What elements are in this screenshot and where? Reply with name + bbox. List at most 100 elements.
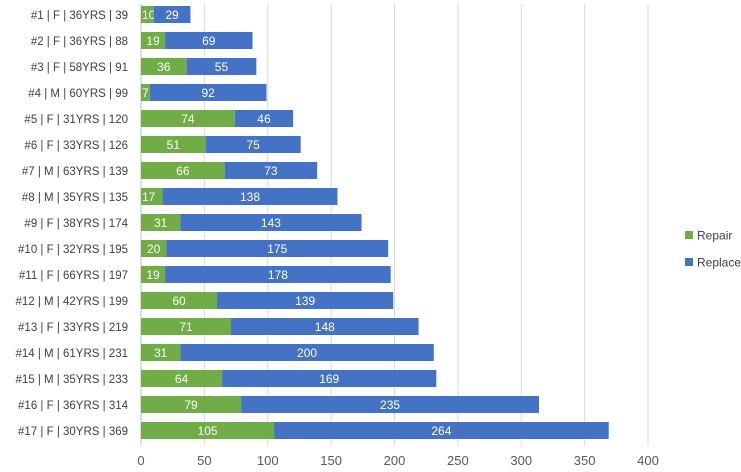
legend-label: Repair [697, 229, 732, 243]
data-label: 10 [142, 8, 156, 22]
bar-segment-repair [141, 214, 181, 231]
category-label: #5 | F | 31YRS | 120 [24, 114, 128, 126]
bar-segment-replace [180, 214, 362, 231]
data-label: 74 [181, 112, 195, 126]
category-label: #10 | F | 32YRS | 195 [18, 244, 128, 256]
category-labels: #1 | F | 36YRS | 39 #2 | F | 36YRS | 88 #3… [15, 10, 128, 438]
bar-segment-repair [141, 370, 223, 387]
data-label: 178 [268, 268, 288, 282]
category-label: #6 | F | 33YRS | 126 [24, 140, 128, 152]
bar-segment-replace [222, 370, 437, 387]
data-label: 66 [176, 164, 190, 178]
data-label: 19 [146, 34, 160, 48]
category-label: #17 | F | 30YRS | 369 [18, 426, 128, 438]
data-label: 7 [142, 86, 149, 100]
bar-segment-repair [141, 188, 163, 205]
data-label: 105 [198, 424, 218, 438]
x-tick-label: 0 [137, 453, 144, 467]
bar-segment-replace [165, 32, 253, 49]
legend-swatch [685, 258, 693, 266]
category-label: #11 | F | 66YRS | 197 [19, 270, 128, 282]
data-label: 51 [167, 138, 181, 152]
bar-segment-repair [141, 292, 218, 309]
bar-segment-replace [180, 344, 434, 361]
bar-segment-repair [141, 240, 167, 257]
data-label: 46 [257, 112, 271, 126]
x-tick-label: 150 [320, 453, 342, 467]
bar-segment-replace [166, 240, 389, 257]
data-label: 73 [264, 164, 278, 178]
legend: Repair Replace [685, 229, 741, 270]
bar-segment-repair [141, 344, 181, 361]
data-label: 79 [184, 398, 198, 412]
data-label: 69 [202, 34, 216, 48]
x-tick-label: 300 [510, 453, 532, 467]
data-label: 29 [165, 8, 179, 22]
bar-segment-repair [141, 396, 242, 413]
category-label: #7 | M | 63YRS | 139 [22, 166, 128, 178]
x-axis-ticks: 0 50 100 150 200 250 300 350 400 [137, 453, 659, 468]
data-label: 138 [240, 190, 260, 204]
bar-segment-replace [234, 110, 294, 127]
bar-segment-replace [274, 422, 609, 439]
data-label: 36 [157, 60, 171, 74]
legend-label: Replace [697, 256, 741, 270]
category-label: #4 | M | 60YRS | 99 [28, 88, 128, 100]
category-label: #9 | F | 38YRS | 174 [24, 218, 128, 230]
data-label: 139 [295, 294, 315, 308]
category-label: #13 | F | 33YRS | 219 [18, 322, 128, 334]
bar-segment-repair [141, 266, 166, 283]
bar-segment-repair [141, 162, 225, 179]
x-tick-label: 250 [447, 453, 469, 467]
data-label: 55 [215, 60, 229, 74]
category-label: #8 | M | 35YRS | 135 [22, 192, 128, 204]
category-label: #14 | M | 61YRS | 231 [15, 348, 128, 360]
x-tick-label: 350 [574, 453, 596, 467]
bar-segment-replace [230, 318, 419, 335]
bar-segment-replace [186, 58, 257, 75]
category-label: #2 | F | 36YRS | 88 [31, 36, 128, 48]
x-tick-label: 50 [197, 453, 211, 467]
x-tick-label: 100 [257, 453, 279, 467]
data-label: 200 [297, 346, 317, 360]
data-label: 17 [142, 190, 156, 204]
data-label: 60 [172, 294, 186, 308]
data-label: 175 [267, 242, 287, 256]
bar-segment-repair [141, 110, 235, 127]
x-tick-label: 200 [384, 453, 406, 467]
category-label: #12 | M | 42YRS | 199 [15, 296, 128, 308]
data-label: 148 [315, 320, 335, 334]
data-label: 19 [146, 268, 160, 282]
data-label: 75 [246, 138, 260, 152]
bar-segment-replace [217, 292, 394, 309]
bar-segment-repair [141, 318, 231, 335]
data-label: 64 [175, 372, 189, 386]
bar-segment-repair [141, 422, 275, 439]
bar-segment-repair [141, 32, 166, 49]
x-tick-label: 400 [637, 453, 659, 467]
bar-segment-replace [224, 162, 318, 179]
bar-segment-repair [141, 6, 154, 23]
bar-segment-replace [153, 6, 191, 23]
data-label: 71 [179, 320, 193, 334]
category-label: #3 | F | 58YRS | 91 [31, 62, 128, 74]
bar-segment-replace [165, 266, 391, 283]
category-label: #15 | M | 35YRS | 233 [15, 374, 128, 386]
data-label: 31 [154, 346, 168, 360]
category-label: #16 | F | 36YRS | 314 [18, 400, 129, 412]
data-label: 264 [431, 424, 451, 438]
bar-segment-replace [149, 84, 267, 101]
data-label: 20 [147, 242, 161, 256]
bar-segment-repair [141, 136, 206, 153]
gridlines [140, 4, 649, 446]
data-label: 143 [261, 216, 281, 230]
data-label: 235 [380, 398, 400, 412]
data-label: 169 [319, 372, 339, 386]
bar-segment-repair [141, 84, 150, 101]
bar-segment-replace [162, 188, 338, 205]
data-label: 31 [154, 216, 168, 230]
legend-swatch [685, 231, 693, 239]
data-label: 92 [201, 86, 215, 100]
